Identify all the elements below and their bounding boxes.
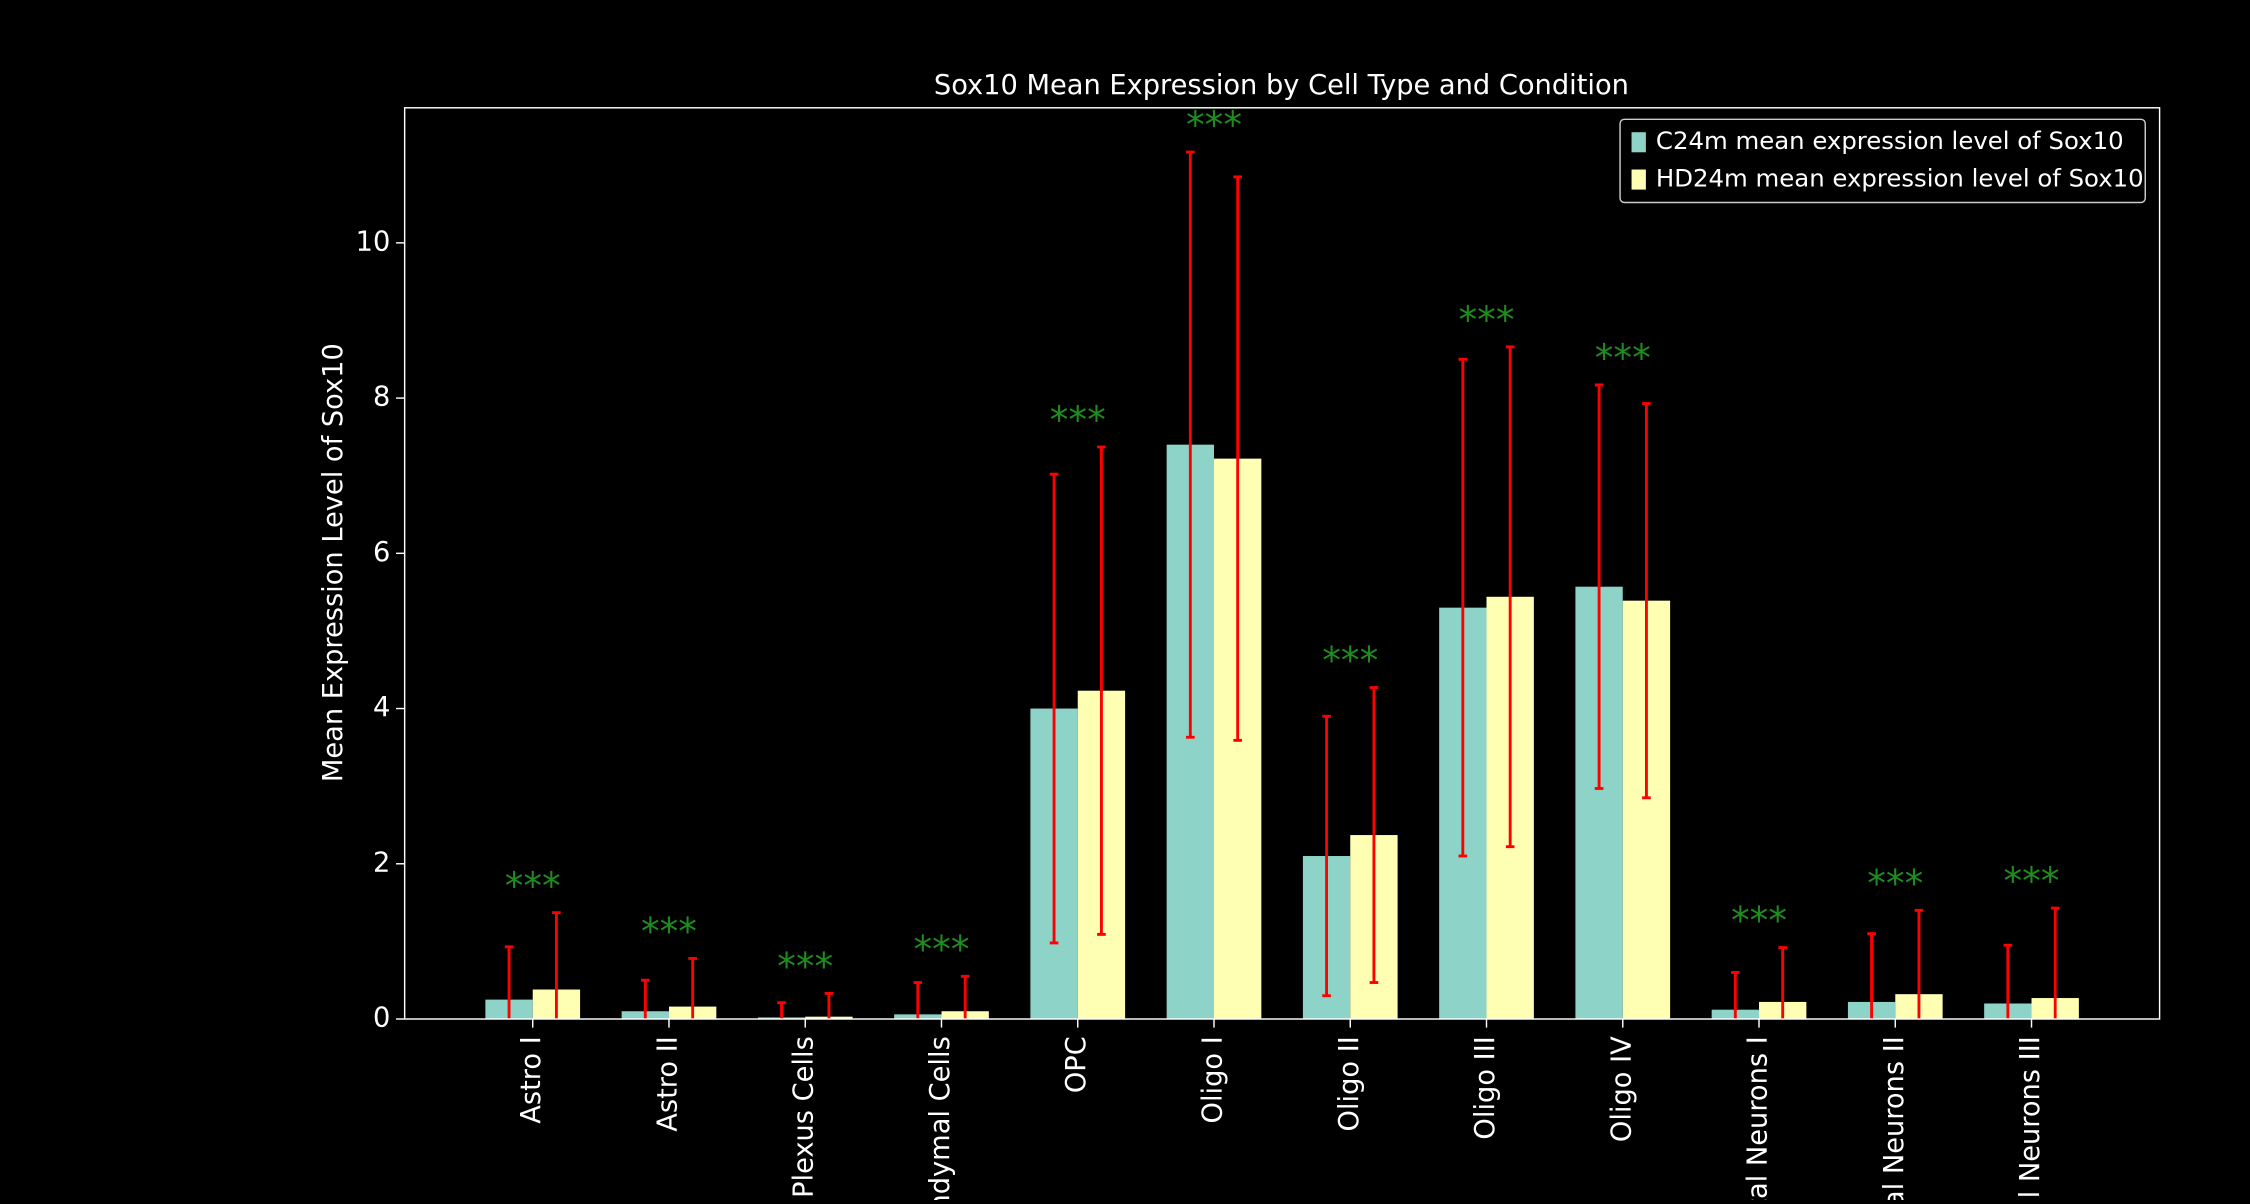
significance-label: *** (1731, 898, 1787, 942)
x-tick-label: OPC (1061, 1036, 1092, 1093)
legend-swatch (1631, 132, 1646, 153)
legend-label: HD24m mean expression level of Sox10 (1656, 164, 2144, 193)
y-tick-label: 0 (373, 1003, 390, 1034)
y-tick-label: 10 (356, 226, 391, 257)
legend-swatch (1631, 169, 1646, 190)
legend-label: C24m mean expression level of Sox10 (1656, 126, 2124, 155)
x-tick-label: ndymal Cells (925, 1036, 956, 1200)
x-tick-label: Oligo III (1470, 1036, 1501, 1139)
y-tick-label: 2 (373, 847, 390, 878)
x-tick-label: Astro II (652, 1036, 683, 1132)
x-tick-label: Astro I (516, 1036, 547, 1124)
y-axis-label: Mean Expression Level of Sox10 (318, 343, 349, 782)
significance-label: *** (914, 927, 970, 971)
x-tick-label: tal Neurons I (1743, 1036, 1774, 1200)
x-tick-label: Oligo II (1334, 1036, 1365, 1131)
significance-label: *** (1322, 638, 1378, 682)
significance-label: *** (2004, 859, 2060, 903)
significance-label: *** (505, 863, 561, 907)
y-tick-label: 6 (373, 537, 390, 568)
legend-box (1619, 118, 2146, 204)
y-tick-label: 8 (373, 382, 390, 413)
y-tick-label: 4 (373, 692, 390, 723)
significance-label: *** (777, 944, 833, 988)
significance-label: *** (1867, 861, 1923, 905)
significance-label: *** (641, 909, 697, 953)
significance-label: *** (1459, 298, 1515, 342)
significance-label: *** (1050, 398, 1106, 442)
x-tick-label: Oligo IV (1606, 1036, 1637, 1142)
x-tick-label: Oligo I (1198, 1036, 1229, 1123)
plot-frame (403, 107, 2161, 1020)
x-tick-label: al Neurons III (2015, 1036, 2046, 1200)
significance-label: *** (1595, 336, 1651, 380)
x-tick-label: Plexus Cells (789, 1036, 820, 1198)
chart-title: Sox10 Mean Expression by Cell Type and C… (934, 70, 1629, 101)
plot-area (485, 150, 2079, 1020)
x-tick-label: al Neurons II (1879, 1036, 1910, 1200)
significance-label: *** (1186, 103, 1242, 147)
